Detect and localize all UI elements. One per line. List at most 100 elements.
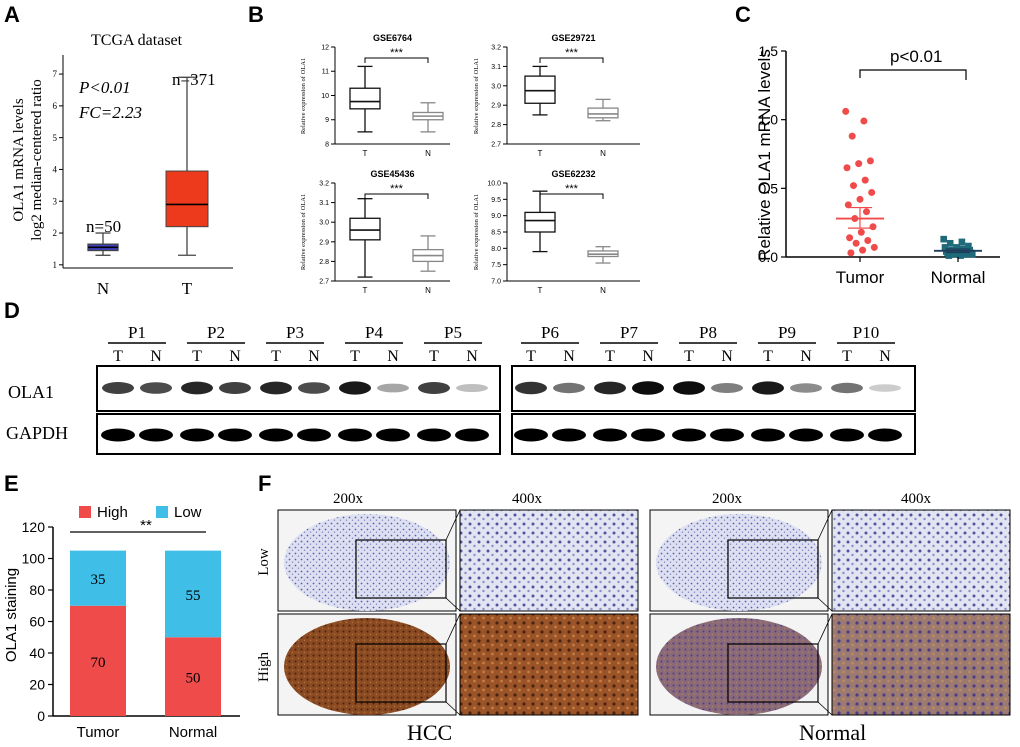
ola1-band: [831, 382, 863, 394]
y-tick-label: 2.9: [319, 239, 329, 246]
tumor-box-group: T: [165, 76, 209, 298]
y-tick-label: 9.5: [491, 197, 501, 204]
y-tick-label: 5: [53, 133, 58, 143]
lane-label-T: T: [526, 348, 536, 365]
bar-value-label: 50: [186, 671, 201, 687]
patient-label: P2: [207, 323, 225, 342]
x-category-label: N: [425, 149, 431, 158]
subplot-GSE62232: 7.0 7.5 8.0 8.5 9.0 9.5 10.0 T N GSE62232 ***: [487, 169, 640, 295]
tumor-point: [869, 223, 877, 231]
panel-a-fc: FC=2.23: [78, 103, 142, 122]
bar-high: [165, 637, 221, 716]
legend-low-label: Low: [174, 504, 202, 521]
subplot-GSE29721: 2.7 2.8 2.9 3.0 3.1 3.2 T N GSE29721 ***: [491, 33, 640, 158]
image-400x-normal-low: [831, 509, 1011, 612]
y-tick-label: 11: [322, 69, 329, 76]
tumor-point: [852, 239, 860, 247]
box-T: [165, 170, 209, 228]
panel-c-letter: C: [735, 2, 751, 27]
panel-e-ylabel: OLA1 staining: [3, 568, 20, 662]
f-mag-normal-400: 400x: [901, 491, 932, 507]
image-400x-hcc-high: [459, 613, 639, 716]
x-category-label: Normal: [169, 724, 217, 741]
y-tick-label: 2.8: [491, 122, 501, 129]
lane-label-N: N: [800, 348, 812, 365]
y-tick-label: 3.0: [319, 220, 329, 227]
patient-label: P10: [853, 323, 879, 342]
zoom-connector-top: [445, 509, 461, 541]
tumor-point: [859, 246, 867, 254]
tumor-point: [866, 157, 874, 165]
normal-point: [945, 252, 953, 259]
patient-label: P4: [365, 323, 383, 342]
tumor-point: [870, 243, 878, 251]
gapdh-band: [789, 428, 823, 442]
y-tick-label: 60: [29, 614, 45, 630]
gapdh-band: [751, 428, 785, 442]
bar-low: [165, 550, 221, 638]
ola1-band: [553, 382, 585, 394]
ola1-band: [260, 381, 292, 395]
subplot-ylabel: Relative expression of OLA1: [473, 194, 480, 270]
tissue-core-normal-low: [656, 514, 822, 611]
panel-b-letter: B: [248, 2, 264, 27]
y-tick-label: 8.5: [491, 229, 501, 236]
zoom-box: [355, 539, 447, 599]
significance-bracket: [539, 57, 604, 63]
ola1-band: [219, 382, 251, 394]
tumor-point: [848, 132, 856, 140]
x-category-label: T: [182, 279, 193, 298]
subplot-title: GSE45436: [370, 169, 414, 179]
gapdh-band: [710, 428, 744, 442]
ola1-band: [790, 383, 822, 393]
zoom-box: [727, 643, 819, 703]
tumor-point: [861, 176, 869, 184]
x-category-label: Tumor: [77, 724, 120, 741]
y-tick-label: 3.2: [319, 180, 329, 187]
bar-high: [70, 605, 126, 716]
x-category-label: T: [538, 149, 543, 158]
x-category-label: N: [600, 149, 606, 158]
image-400x-normal-high: [831, 613, 1011, 716]
subplot-title: GSE6764: [373, 33, 412, 43]
patient-label: P6: [541, 323, 559, 342]
panel-a-n-tumor: n=371: [172, 70, 216, 89]
bar-low: [70, 550, 126, 606]
box-N: [587, 107, 619, 119]
patient-label: P1: [128, 323, 146, 342]
gapdh-band: [218, 428, 252, 442]
ola1-band: [632, 381, 664, 395]
ola1-band: [298, 382, 330, 394]
gapdh-band: [455, 428, 489, 442]
tumor-point: [864, 237, 872, 245]
x-category-label: N: [97, 279, 109, 298]
y-tick-label: 2.7: [491, 141, 501, 148]
gapdh-band: [514, 428, 548, 442]
y-tick-label: 12: [321, 44, 329, 51]
f-mag-hcc-200: 200x: [333, 491, 364, 507]
y-tick-label: 1: [53, 260, 58, 270]
bar-value-label: 55: [186, 588, 201, 604]
tumor-point: [860, 117, 868, 125]
panel-d-row-gapdh: GAPDH: [6, 423, 68, 443]
gapdh-band: [868, 428, 902, 442]
x-category-label: N: [600, 286, 606, 295]
tissue-core-hcc-low: [284, 514, 450, 611]
ola1-band: [456, 384, 488, 392]
subplot-title: GSE62232: [551, 169, 595, 179]
y-tick-label: 40: [29, 645, 45, 661]
y-tick-label: 7.5: [491, 262, 501, 269]
x-category-label: T: [538, 286, 543, 295]
lane-label-N: N: [150, 348, 162, 365]
ola1-band: [377, 383, 409, 393]
significance-bracket: [859, 69, 967, 80]
panel-f-letter: F: [258, 471, 271, 496]
significance-bracket: [539, 193, 604, 199]
gapdh-band: [593, 428, 627, 442]
tissue-core-hcc-high: [284, 618, 450, 715]
box-T: [349, 217, 381, 241]
lane-label-N: N: [308, 348, 320, 365]
y-tick-label: 120: [22, 519, 46, 535]
y-tick-label: 2.9: [491, 103, 501, 110]
